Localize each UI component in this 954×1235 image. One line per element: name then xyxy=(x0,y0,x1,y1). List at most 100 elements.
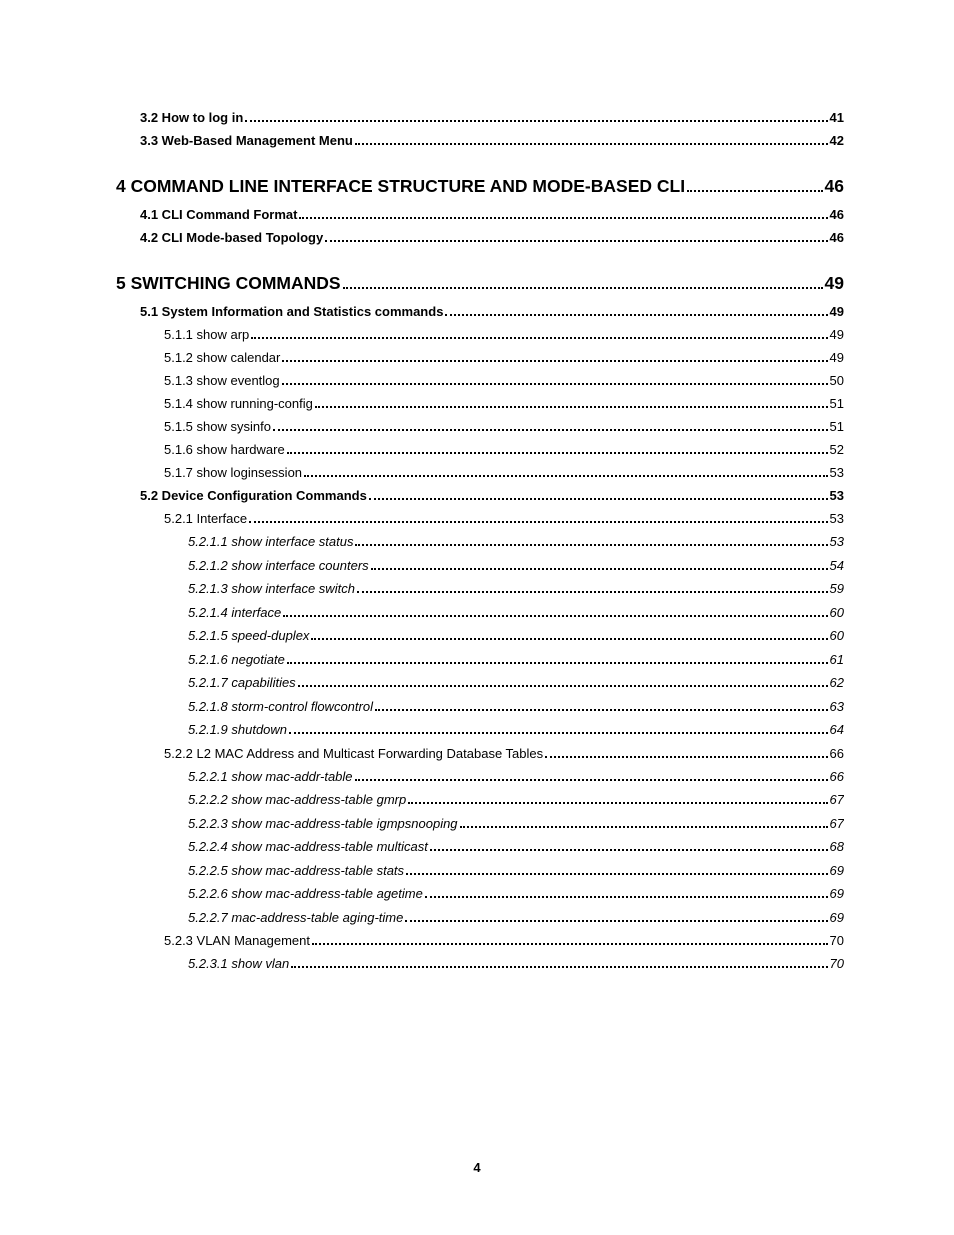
toc-entry: 3.3 Web-Based Management Menu 42 xyxy=(140,133,844,148)
toc-entry-title: 5.2.2.4 show mac-address-table multicast xyxy=(188,839,428,854)
toc-entry: 5.2.1.6 negotiate 61 xyxy=(188,652,844,667)
toc-entry: 5.1 System Information and Statistics co… xyxy=(140,304,844,319)
toc-leader-dots xyxy=(287,662,828,664)
toc-entry: 5.2.1.7 capabilities 62 xyxy=(188,675,844,690)
toc-entry: 5.1.4 show running-config51 xyxy=(164,396,844,411)
toc-entry: 5.2.1.1 show interface status53 xyxy=(188,534,844,549)
toc-leader-dots xyxy=(287,452,828,454)
toc-entry-title: 5.2.2.7 mac-address-table aging-time xyxy=(188,910,403,925)
toc-entry-page: 46 xyxy=(825,176,844,197)
toc-entry-page: 49 xyxy=(830,350,844,365)
toc-leader-dots xyxy=(298,685,828,687)
toc-leader-dots xyxy=(245,120,827,122)
toc-entry-page: 59 xyxy=(830,581,844,596)
toc-entry-page: 53 xyxy=(830,488,844,503)
toc-leader-dots xyxy=(430,849,828,851)
toc-entry: 5.2.2.2 show mac-address-table gmrp 67 xyxy=(188,792,844,807)
toc-entry-page: 53 xyxy=(830,465,844,480)
toc-entry: 5.2.1.9 shutdown 64 xyxy=(188,722,844,737)
toc-leader-dots xyxy=(343,287,823,289)
toc-entry-title: 5.2.1.9 shutdown xyxy=(188,722,287,737)
toc-entry: 5.2 Device Configuration Commands53 xyxy=(140,488,844,503)
toc-entry-page: 69 xyxy=(830,863,844,878)
toc-entry: 5.2.2.7 mac-address-table aging-time 69 xyxy=(188,910,844,925)
toc-leader-dots xyxy=(545,756,827,758)
toc-entry-page: 60 xyxy=(830,605,844,620)
toc-entry-title: 5.2.2.5 show mac-address-table stats xyxy=(188,863,404,878)
toc-entry-page: 42 xyxy=(830,133,844,148)
toc-entry-page: 68 xyxy=(830,839,844,854)
toc-entry-page: 61 xyxy=(830,652,844,667)
toc-entry: 5.2.2.4 show mac-address-table multicast… xyxy=(188,839,844,854)
toc-entry-page: 46 xyxy=(830,207,844,222)
toc-entry-page: 66 xyxy=(830,769,844,784)
toc-leader-dots xyxy=(445,314,827,316)
toc-entry-page: 67 xyxy=(830,792,844,807)
toc-entry-title: 5.2.1.3 show interface switch xyxy=(188,581,355,596)
toc-entry: 5.2.2.3 show mac-address-table igmpsnoop… xyxy=(188,816,844,831)
toc-entry-title: 5.2.1.2 show interface counters xyxy=(188,558,369,573)
toc-leader-dots xyxy=(375,709,828,711)
toc-leader-dots xyxy=(251,337,827,339)
toc-entry-title: 5.1.2 show calendar xyxy=(164,350,280,365)
toc-entry: 5.1.7 show loginsession 53 xyxy=(164,465,844,480)
toc-entry-page: 67 xyxy=(830,816,844,831)
toc-entry-title: 5.2.1.6 negotiate xyxy=(188,652,285,667)
toc-entry: 5.1.5 show sysinfo51 xyxy=(164,419,844,434)
toc-leader-dots xyxy=(315,406,828,408)
toc-entry-page: 49 xyxy=(830,304,844,319)
toc-entry-page: 62 xyxy=(830,675,844,690)
toc-entry: 5.1.3 show eventlog50 xyxy=(164,373,844,388)
toc-entry-title: 3.2 How to log in xyxy=(140,110,243,125)
toc-entry-title: 5.2.1.7 capabilities xyxy=(188,675,296,690)
toc-entry: 3.2 How to log in 41 xyxy=(140,110,844,125)
toc-entry-page: 64 xyxy=(830,722,844,737)
toc-leader-dots xyxy=(304,475,828,477)
toc-leader-dots xyxy=(289,732,828,734)
toc-leader-dots xyxy=(408,802,827,804)
toc-entry-title: 5.2.1.4 interface xyxy=(188,605,281,620)
toc-entry: 5.2.2.1 show mac-addr-table 66 xyxy=(188,769,844,784)
toc-entry-title: 5.2.1 Interface xyxy=(164,511,247,526)
toc-leader-dots xyxy=(283,615,827,617)
toc-entry: 5.2.3.1 show vlan70 xyxy=(188,956,844,971)
toc-leader-dots xyxy=(311,638,827,640)
toc-entry-title: 5.2.3.1 show vlan xyxy=(188,956,289,971)
toc-entry-title: 4.1 CLI Command Format xyxy=(140,207,297,222)
toc-leader-dots xyxy=(312,943,828,945)
toc-entry-title: 5.1.7 show loginsession xyxy=(164,465,302,480)
toc-entry: 5.1.2 show calendar 49 xyxy=(164,350,844,365)
toc-leader-dots xyxy=(357,591,828,593)
toc-entry: 5.2.1.4 interface 60 xyxy=(188,605,844,620)
toc-entry: 4.2 CLI Mode-based Topology46 xyxy=(140,230,844,245)
toc-entry: 5.2.1.3 show interface switch 59 xyxy=(188,581,844,596)
toc-entry-title: 3.3 Web-Based Management Menu xyxy=(140,133,353,148)
toc-entry-title: 5.2.2.1 show mac-addr-table xyxy=(188,769,353,784)
toc-entry: 5.2.2 L2 MAC Address and Multicast Forwa… xyxy=(164,746,844,761)
toc-entry-page: 53 xyxy=(830,534,844,549)
toc-leader-dots xyxy=(355,779,828,781)
toc-entry-page: 60 xyxy=(830,628,844,643)
toc-leader-dots xyxy=(371,568,828,570)
toc-entry-page: 54 xyxy=(830,558,844,573)
toc-entry-title: 5.2.2 L2 MAC Address and Multicast Forwa… xyxy=(164,746,543,761)
toc-entry-page: 53 xyxy=(830,511,844,526)
toc-entry-page: 41 xyxy=(830,110,844,125)
toc-entry-page: 52 xyxy=(830,442,844,457)
toc-leader-dots xyxy=(369,498,828,500)
toc-leader-dots xyxy=(406,873,827,875)
toc-entry-title: 5.1.5 show sysinfo xyxy=(164,419,271,434)
toc-entry-title: 5.2.2.2 show mac-address-table gmrp xyxy=(188,792,406,807)
toc-entry-page: 69 xyxy=(830,910,844,925)
toc-entry: 5.2.3 VLAN Management70 xyxy=(164,933,844,948)
toc-entry: 5.2.1.5 speed-duplex60 xyxy=(188,628,844,643)
toc-entry-title: 5 SWITCHING COMMANDS xyxy=(116,273,341,294)
toc-entry-title: 4 COMMAND LINE INTERFACE STRUCTURE AND M… xyxy=(116,176,685,197)
toc-entry: 5.2.1.8 storm-control flowcontrol63 xyxy=(188,699,844,714)
page-number: 4 xyxy=(0,1160,954,1175)
toc-entry: 4 COMMAND LINE INTERFACE STRUCTURE AND M… xyxy=(116,176,844,197)
toc-leader-dots xyxy=(249,521,827,523)
toc-entry: 5 SWITCHING COMMANDS49 xyxy=(116,273,844,294)
toc-entry: 5.2.2.6 show mac-address-table agetime69 xyxy=(188,886,844,901)
toc-entry-title: 5.1.1 show arp xyxy=(164,327,249,342)
